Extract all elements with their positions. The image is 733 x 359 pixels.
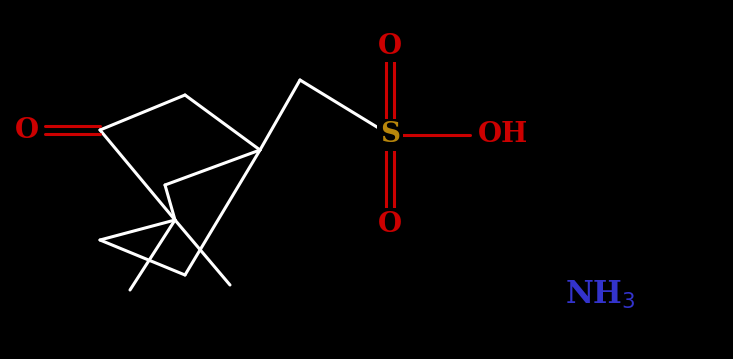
Text: O: O (378, 210, 402, 238)
Text: O: O (15, 117, 39, 144)
Text: O: O (378, 33, 402, 60)
Text: NH$_3$: NH$_3$ (564, 279, 636, 311)
Text: OH: OH (478, 121, 528, 149)
Text: S: S (380, 121, 400, 149)
